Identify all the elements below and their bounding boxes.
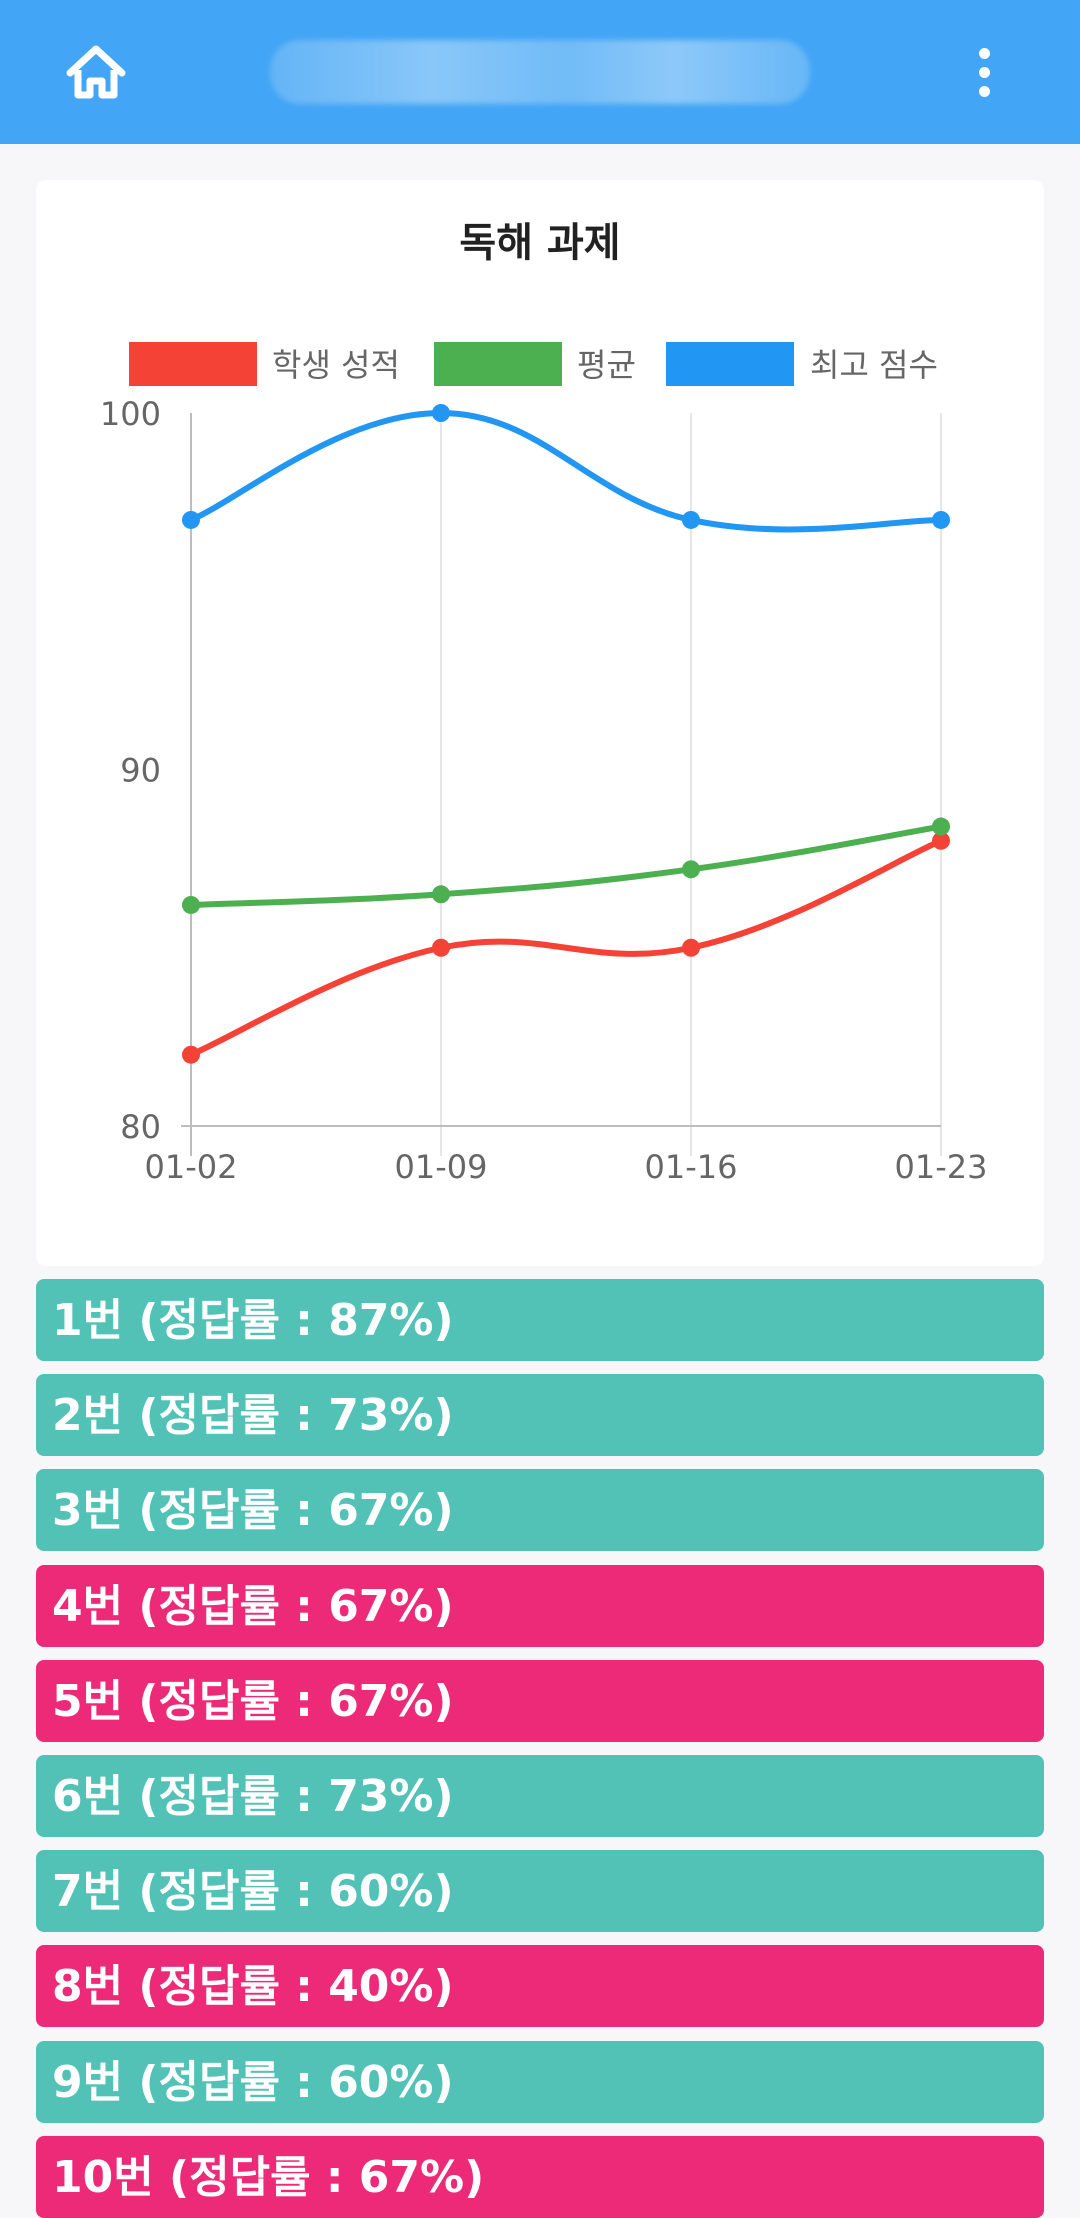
legend-label-3: 최고 점수 [810, 346, 938, 384]
app-title-redacted [270, 40, 810, 104]
data-point [682, 860, 700, 879]
series-line-2 [188, 823, 944, 908]
x-tick-label: 01-16 [645, 1148, 738, 1186]
question-row-7[interactable]: 7번 (정답률 : 60%) [36, 1850, 1044, 1932]
data-point [432, 885, 450, 904]
x-tick-label: 01-23 [895, 1148, 988, 1186]
data-point [182, 1045, 200, 1064]
series-line-1 [188, 837, 944, 1058]
y-tick-label: 100 [100, 395, 161, 433]
app-bar [0, 0, 1080, 144]
question-row-5[interactable]: 5번 (정답률 : 67%) [36, 1660, 1044, 1742]
legend-swatch-3 [666, 342, 794, 386]
data-point [682, 938, 700, 957]
question-row-6[interactable]: 6번 (정답률 : 73%) [36, 1755, 1044, 1837]
more-vert-icon [978, 47, 990, 59]
question-row-8[interactable]: 8번 (정답률 : 40%) [36, 1945, 1044, 2027]
legend-swatch-1 [129, 342, 257, 386]
data-point [932, 831, 950, 850]
chart-title: 독해 과제 [459, 220, 620, 266]
series-line-3 [188, 409, 944, 533]
question-row-4[interactable]: 4번 (정답률 : 67%) [36, 1565, 1044, 1647]
question-row-2[interactable]: 2번 (정답률 : 73%) [36, 1374, 1044, 1456]
overflow-menu-button[interactable] [960, 36, 1008, 108]
data-point [182, 510, 200, 529]
y-tick-label: 90 [120, 752, 161, 790]
data-point [432, 938, 450, 957]
x-tick-label: 01-09 [395, 1148, 488, 1186]
x-tick-label: 01-02 [145, 1148, 238, 1186]
question-row-9[interactable]: 9번 (정답률 : 60%) [36, 2041, 1044, 2123]
legend-swatch-2 [434, 342, 562, 386]
app-title [270, 40, 810, 104]
home-button[interactable] [56, 36, 136, 108]
legend-label-2: 평균 [577, 346, 636, 384]
y-tick-label: 80 [120, 1108, 161, 1146]
home-icon [66, 45, 126, 99]
question-row-3[interactable]: 3번 (정답률 : 67%) [36, 1469, 1044, 1551]
legend-label-1: 학생 성적 [272, 346, 400, 384]
data-point [182, 895, 200, 914]
question-row-10[interactable]: 10번 (정답률 : 67%) [36, 2136, 1044, 2218]
data-point [682, 510, 700, 529]
data-point [932, 817, 950, 836]
data-point [932, 510, 950, 529]
data-point [432, 404, 450, 422]
question-row-1[interactable]: 1번 (정답률 : 87%) [36, 1279, 1044, 1361]
